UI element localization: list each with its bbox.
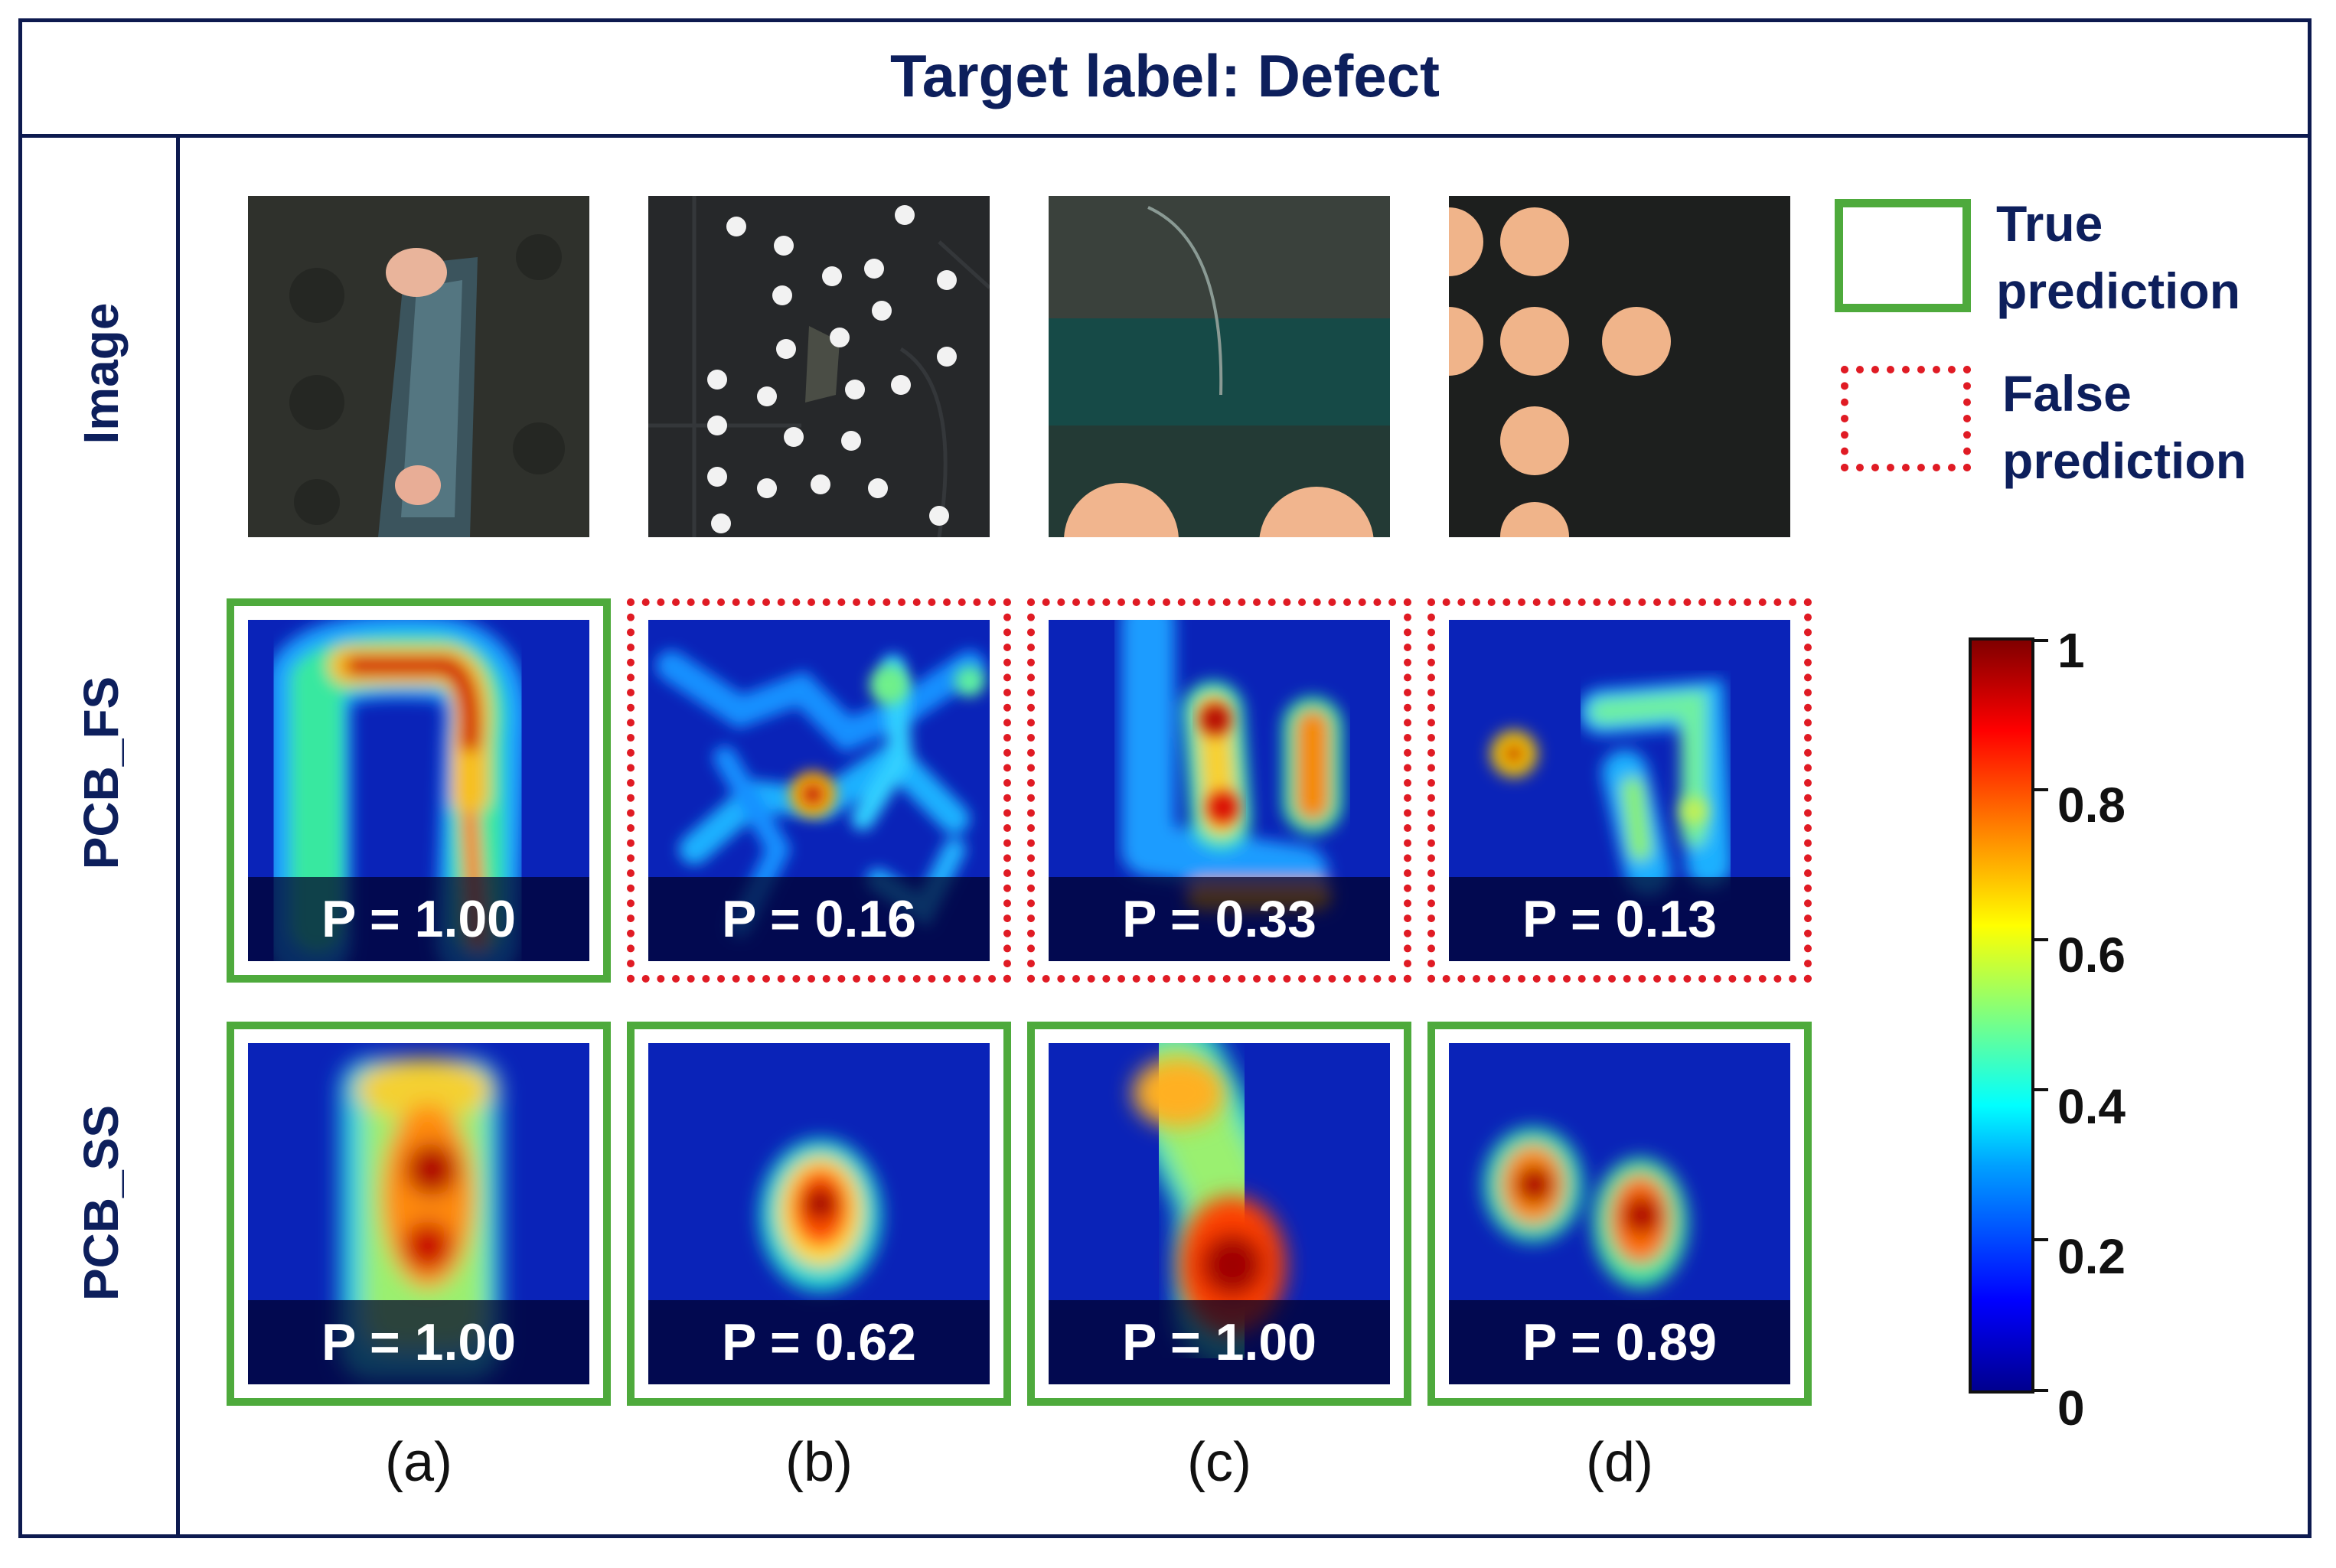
- colorbar-tick: [2034, 1238, 2048, 1241]
- pcb-fs-heatmap-d: P = 0.13: [1449, 620, 1790, 961]
- pcb-ss-outcome-frame-a: [227, 1022, 611, 1406]
- pcb-fs-heatmap-b: P = 0.16: [648, 620, 990, 961]
- score-badge: P = 1.00: [1049, 1300, 1390, 1384]
- pcb-ss-heatmap-c: P = 1.00: [1049, 1043, 1390, 1384]
- pcb-fs-outcome-frame-d: [1427, 598, 1812, 983]
- colorbar-label-1: 1: [2057, 623, 2085, 678]
- column-label-c: (c): [1187, 1432, 1251, 1493]
- colorbar-tick: [2034, 788, 2048, 791]
- colorbar-label-0-4: 0.4: [2057, 1079, 2126, 1134]
- score-badge: P = 0.13: [1449, 877, 1790, 961]
- pcb-image-b: [648, 196, 990, 537]
- legend-true-swatch: [1835, 199, 1971, 312]
- colorbar-tick: [2034, 639, 2048, 642]
- legend-true-label: True prediction: [1996, 195, 2241, 319]
- legend-false-swatch: [1841, 366, 1971, 471]
- colorbar-label-0-8: 0.8: [2057, 777, 2126, 833]
- figure-title: Target label: Defect: [18, 18, 2312, 138]
- colorbar: [1969, 637, 2034, 1394]
- pcb-ss-outcome-frame-d: [1427, 1022, 1812, 1406]
- pcb-fs-outcome-frame-c: [1027, 598, 1411, 983]
- score-badge: P = 0.33: [1049, 877, 1390, 961]
- pcb-ss-heatmap-a: P = 1.00: [248, 1043, 589, 1384]
- legend-false-label: False prediction: [2002, 365, 2247, 489]
- colorbar-tick: [2034, 938, 2048, 941]
- score-badge: P = 1.00: [248, 877, 589, 961]
- column-label-a: (a): [385, 1432, 452, 1493]
- colorbar-label-0-2: 0.2: [2057, 1229, 2126, 1284]
- score-badge: P = 0.16: [648, 877, 990, 961]
- column-label-d: (d): [1586, 1432, 1653, 1493]
- row-label-divider: [176, 136, 180, 1538]
- pcb-ss-heatmap-b: P = 0.62: [648, 1043, 990, 1384]
- colorbar-label-0: 0: [2057, 1381, 2085, 1436]
- column-label-b: (b): [785, 1432, 853, 1493]
- pcb-ss-heatmap-d: P = 0.89: [1449, 1043, 1790, 1384]
- pcb-fs-heatmap-a: P = 1.00: [248, 620, 589, 961]
- pcb-image-a: [248, 196, 589, 537]
- pcb-ss-outcome-frame-c: [1027, 1022, 1411, 1406]
- pcb-fs-heatmap-c: P = 0.33: [1049, 620, 1390, 961]
- pcb-image-c: [1049, 196, 1390, 537]
- score-badge: P = 0.62: [648, 1300, 990, 1384]
- colorbar-tick: [2034, 1389, 2048, 1392]
- score-badge: P = 0.89: [1449, 1300, 1790, 1384]
- pcb-fs-outcome-frame-a: [227, 598, 611, 983]
- pcb-image-d: [1449, 196, 1790, 537]
- colorbar-tick: [2034, 1088, 2048, 1091]
- score-badge: P = 1.00: [248, 1300, 589, 1384]
- pcb-ss-outcome-frame-b: [627, 1022, 1011, 1406]
- pcb-fs-outcome-frame-b: [627, 598, 1011, 983]
- colorbar-label-0-6: 0.6: [2057, 927, 2126, 983]
- figure-frame: [18, 18, 2312, 1538]
